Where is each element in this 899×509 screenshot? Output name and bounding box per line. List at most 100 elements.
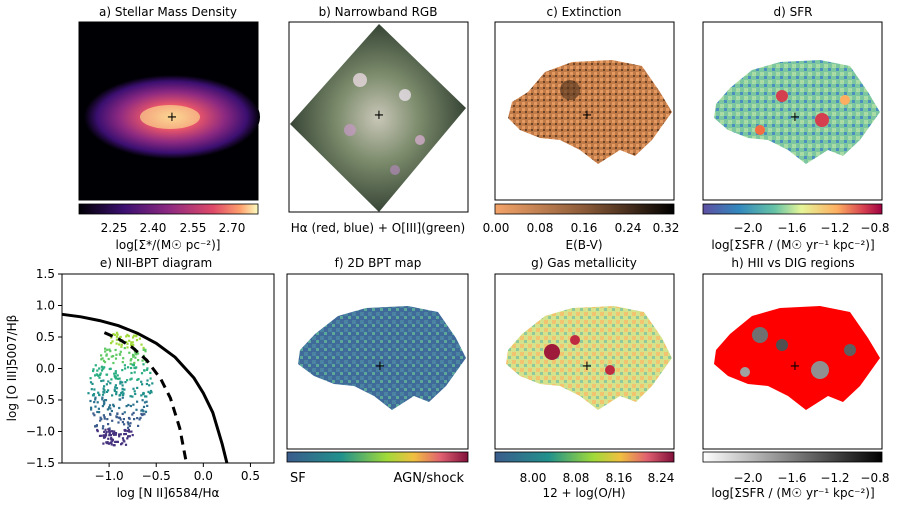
bpt-point [128, 424, 131, 427]
bpt-point [104, 428, 107, 431]
bpt-point [140, 372, 144, 375]
bpt-point [122, 393, 125, 397]
panel-g: g) Gas metallicity + 8.00 8.08 8.16 8.24… [494, 256, 675, 500]
bpt-point [116, 374, 119, 377]
bpt-point [116, 377, 119, 380]
bpt-point [96, 369, 99, 372]
bpt-point [123, 388, 126, 391]
bpt-point [121, 412, 124, 415]
bpt-point [144, 350, 147, 353]
bpt-point [102, 359, 106, 362]
bpt-point [123, 423, 126, 426]
panel-a-title: a) Stellar Mass Density [99, 5, 237, 19]
bpt-point [111, 340, 114, 343]
bpt-point [119, 433, 122, 436]
bpt-point [118, 343, 121, 346]
bpt-point [141, 413, 144, 416]
bpt-point [132, 355, 135, 358]
panel-h-tick-2: −1.2 [820, 471, 849, 485]
sfr-peak-2 [815, 113, 829, 127]
center-marker: + [375, 359, 386, 374]
bpt-point [142, 391, 145, 395]
bpt-point [109, 382, 112, 385]
panel-h-title: h) HII vs DIG regions [731, 256, 854, 270]
center-marker: + [790, 110, 801, 125]
bpt-point [144, 348, 147, 351]
panel-f-title: f) 2D BPT map [335, 256, 422, 270]
sfr-peak-4 [840, 95, 850, 105]
bpt-point [132, 336, 135, 339]
bpt-point [94, 374, 97, 377]
bpt-point [130, 358, 133, 361]
panel-h-tick-3: −0.8 [860, 471, 889, 485]
bpt-point [130, 366, 133, 370]
bpt-point [141, 383, 144, 386]
panel-b: b) Narrowband RGB + Hα (red, blue) + O[I… [288, 5, 469, 235]
hii-region-3 [811, 361, 829, 379]
panel-a: a) Stellar Mass Density + 2.25 2.40 2.55… [78, 5, 260, 252]
bpt-point [140, 380, 143, 383]
bpt-point [87, 392, 90, 395]
bpt-point [108, 433, 111, 436]
bpt-point [102, 400, 105, 403]
sfr-map [714, 60, 880, 164]
bpt-point [126, 421, 129, 424]
bpt-point [135, 339, 139, 342]
bpt-point [132, 364, 135, 367]
rgb-knot-1 [353, 73, 367, 87]
bpt-point [92, 394, 95, 397]
panel-a-colorbar-label: log[Σ*/(M☉ pc⁻²)] [116, 238, 221, 252]
panel-c-tick-3: 0.24 [615, 221, 642, 235]
bpt-point [133, 418, 136, 421]
bpt-point [102, 434, 106, 437]
panel-h-tick-0: −2.0 [733, 471, 762, 485]
bpt-point [89, 377, 92, 380]
bpt-point [118, 398, 121, 401]
bpt-point [106, 408, 109, 411]
bpt-point [129, 359, 132, 362]
bpt-point [112, 361, 115, 365]
panel-a-tick-2: 2.55 [180, 221, 207, 235]
panel-g-colorbar [494, 451, 675, 463]
bpt-point [113, 372, 116, 375]
bpt-point [147, 390, 150, 393]
bpt-point [115, 416, 118, 419]
bpt-point [91, 382, 94, 385]
rgb-knot-4 [415, 135, 425, 145]
panel-g-tick-1: 8.08 [563, 471, 590, 485]
panel-a-tick-0: 2.25 [101, 221, 128, 235]
bpt-point [103, 430, 106, 433]
bpt-point [131, 363, 134, 366]
panel-a-colorbar [78, 203, 259, 215]
rgb-knot-5 [390, 165, 400, 175]
panel-a-colorbar-ticks: 2.25 2.40 2.55 2.70 [101, 221, 246, 235]
bpt-point [127, 426, 130, 429]
sfr-peak-3 [755, 125, 765, 135]
bpt-point [126, 379, 129, 382]
bpt-y-tick-label: −0.5 [26, 393, 55, 407]
bpt-point [127, 435, 130, 438]
bpt-point [94, 396, 97, 399]
bpt-point [139, 416, 142, 419]
bpt-point [114, 440, 117, 443]
panel-c-tick-2: 0.16 [571, 221, 598, 235]
bpt-point [145, 395, 148, 398]
bpt-point [131, 353, 135, 356]
bpt-point [121, 437, 125, 440]
bpt-point [149, 371, 152, 374]
panel-b-title: b) Narrowband RGB [319, 5, 438, 19]
bpt-point [100, 354, 103, 357]
bpt-point [107, 423, 110, 426]
bpt-point [112, 405, 115, 408]
panel-d-colorbar [702, 203, 883, 215]
bpt-point [121, 369, 124, 372]
bpt-point [97, 407, 100, 410]
bpt-x-tick-label: 0.5 [241, 469, 260, 483]
bpt-point [141, 408, 144, 411]
panel-d-title: d) SFR [774, 5, 813, 19]
bpt-point [114, 372, 117, 375]
bpt-point [118, 377, 121, 380]
panel-h-tick-1: −1.6 [777, 471, 806, 485]
bpt-point [117, 416, 120, 419]
bpt-point [125, 405, 128, 408]
